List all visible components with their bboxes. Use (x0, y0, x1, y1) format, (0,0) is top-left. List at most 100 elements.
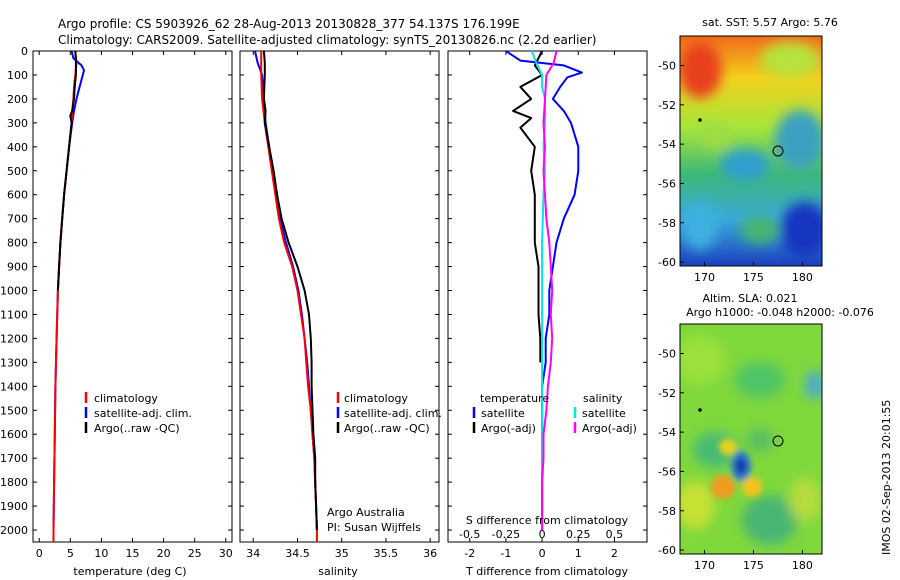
map-y-tick-label: -50 (658, 347, 676, 360)
series-line-argo (262, 50, 318, 531)
depth-tick-label: 1900 (0, 500, 28, 513)
legend-label-climatology: climatology (94, 392, 158, 405)
sla-map-frame (679, 323, 823, 555)
map-y-tick-label: -58 (658, 217, 676, 230)
figure-title-line1: Argo profile: CS 5903926_62 28-Aug-2013 … (58, 17, 520, 31)
x-tick-label: 30 (219, 547, 233, 560)
depth-tick-label: 900 (7, 261, 28, 274)
depth-tick-label: 1300 (0, 356, 28, 369)
sst-argo-position-marker (772, 145, 784, 157)
salinity-panel-frame (239, 50, 440, 543)
depth-tick-label: 2000 (0, 524, 28, 537)
sst-map-axes: 170 175 180 -50 -52 -54 -56 -58 -60 (658, 59, 813, 284)
map-x-tick-label: 180 (792, 271, 813, 284)
depth-tick-label: 1200 (0, 332, 28, 345)
x-tick-label-secondary: 0.25 (566, 528, 591, 541)
series-line-T-satellite (505, 50, 583, 530)
x-tick-label: 1 (575, 547, 582, 560)
legend-label-satellite: satellite-adj. clim. (94, 407, 192, 420)
temperature-panel-frame (32, 50, 233, 543)
x-tick-label: 0 (539, 547, 546, 560)
depth-tick-label: 1000 (0, 285, 28, 298)
depth-axis: 0 100 200 300 400 500 600 700 800 900 1000 1100 1200… (0, 45, 647, 537)
difference-panel-frame (447, 50, 648, 543)
x-tick-label-secondary: 0 (539, 528, 546, 541)
sst-map-frame (679, 35, 823, 267)
series-line-climatology (260, 51, 318, 542)
map-x-tick-label: 175 (743, 271, 764, 284)
legend-title-salinity: salinity (583, 392, 623, 405)
depth-tick-label: 1700 (0, 452, 28, 465)
series-line-T-argo (512, 50, 544, 363)
x-tick-label: -2 (464, 547, 475, 560)
depth-tick-label: 800 (7, 237, 28, 250)
temperature-legend: climatology satellite-adj. clim. Argo(..… (84, 392, 192, 435)
x-tick-label: 36 (423, 547, 437, 560)
map-x-tick-label: 175 (743, 559, 764, 572)
legend-title-temperature: temperature (480, 392, 549, 405)
legend-label-climatology: climatology (344, 392, 408, 405)
x-tick-label: 15 (126, 547, 140, 560)
temperature-xlabel: temperature (deg C) (73, 565, 186, 578)
map-y-tick-label: -52 (658, 387, 676, 400)
x-tick-label: 35.5 (374, 547, 399, 560)
x-tick-label-secondary: -0.5 (459, 528, 480, 541)
map-y-tick-label: -56 (658, 177, 676, 190)
sla-map-title-line1: Altim. SLA: 0.021 (702, 292, 797, 305)
map-y-tick-label: -60 (658, 256, 676, 269)
salinity-legend: climatology satellite-adj. clim. Argo(..… (336, 392, 442, 435)
figure-title-line2: Climatology: CARS2009. Satellite-adjuste… (58, 33, 596, 47)
series-line-argo (56, 50, 77, 291)
x-tick-label: 35 (335, 547, 349, 560)
depth-tick-label: 1600 (0, 428, 28, 441)
depth-tick-label: 500 (7, 165, 28, 178)
depth-tick-label: 400 (7, 141, 28, 154)
map-x-tick-label: 170 (694, 559, 715, 572)
x-tick-label-secondary: 0.5 (606, 528, 624, 541)
map-x-tick-label: 170 (694, 271, 715, 284)
x-tick-label-secondary: -0.25 (492, 528, 520, 541)
x-tick-label: 10 (94, 547, 108, 560)
sla-map-image (680, 324, 822, 554)
series-line-climatology (52, 50, 78, 542)
x-tick-label: 2 (611, 547, 618, 560)
legend-label-s-argo: Argo(-adj) (582, 422, 637, 435)
salinity-annotation-line2: PI: Susan Wijffels (327, 521, 421, 534)
x-tick-label: 0 (36, 547, 43, 560)
depth-tick-label: 1800 (0, 476, 28, 489)
sla-point-marker (698, 408, 702, 412)
salinity-plot: 34 34.5 35 35.5 36 (246, 50, 437, 560)
depth-tick-label: 700 (7, 213, 28, 226)
legend-label-s-satellite: satellite (582, 407, 626, 420)
sst-point-marker (698, 118, 702, 122)
salinity-annotation-line1: Argo Australia (327, 506, 405, 519)
map-y-tick-label: -50 (658, 59, 676, 72)
sla-map-axes: 170 175 180 -50 -52 -54 -56 -58 -60 (658, 347, 813, 572)
map-y-tick-label: -56 (658, 465, 676, 478)
depth-tick-label: 1100 (0, 308, 28, 321)
depth-tick-label: 300 (7, 117, 28, 130)
difference-xlabel-t: T difference from climatology (465, 565, 628, 578)
x-tick-label: -1 (500, 547, 511, 560)
sla-argo-position-marker (772, 435, 784, 447)
x-tick-label: 5 (67, 547, 74, 560)
x-tick-label: 20 (157, 547, 171, 560)
salinity-xlabel: salinity (318, 565, 358, 578)
legend-label-satellite: satellite-adj. clim. (344, 407, 442, 420)
map-y-tick-label: -54 (658, 426, 676, 439)
map-y-tick-label: -52 (658, 99, 676, 112)
depth-tick-label: 1400 (0, 380, 28, 393)
x-tick-label: 34.5 (285, 547, 310, 560)
depth-tick-label: 100 (7, 69, 28, 82)
imos-timestamp: IMOS 02-Sep-2013 20:01:55 (880, 400, 893, 555)
map-x-tick-label: 180 (792, 559, 813, 572)
temperature-plot: 0 5 10 15 20 25 30 (36, 50, 233, 560)
sst-map-title: sat. SST: 5.57 Argo: 5.76 (702, 16, 838, 29)
x-tick-label: 25 (188, 547, 202, 560)
sla-map-title-line2: Argo h1000: -0.048 h2000: -0.076 (686, 306, 874, 319)
legend-label-argo: Argo(..raw -QC) (94, 422, 180, 435)
x-tick-label: 34 (246, 547, 260, 560)
legend-label-t-satellite: satellite (481, 407, 525, 420)
depth-tick-label: 200 (7, 93, 28, 106)
